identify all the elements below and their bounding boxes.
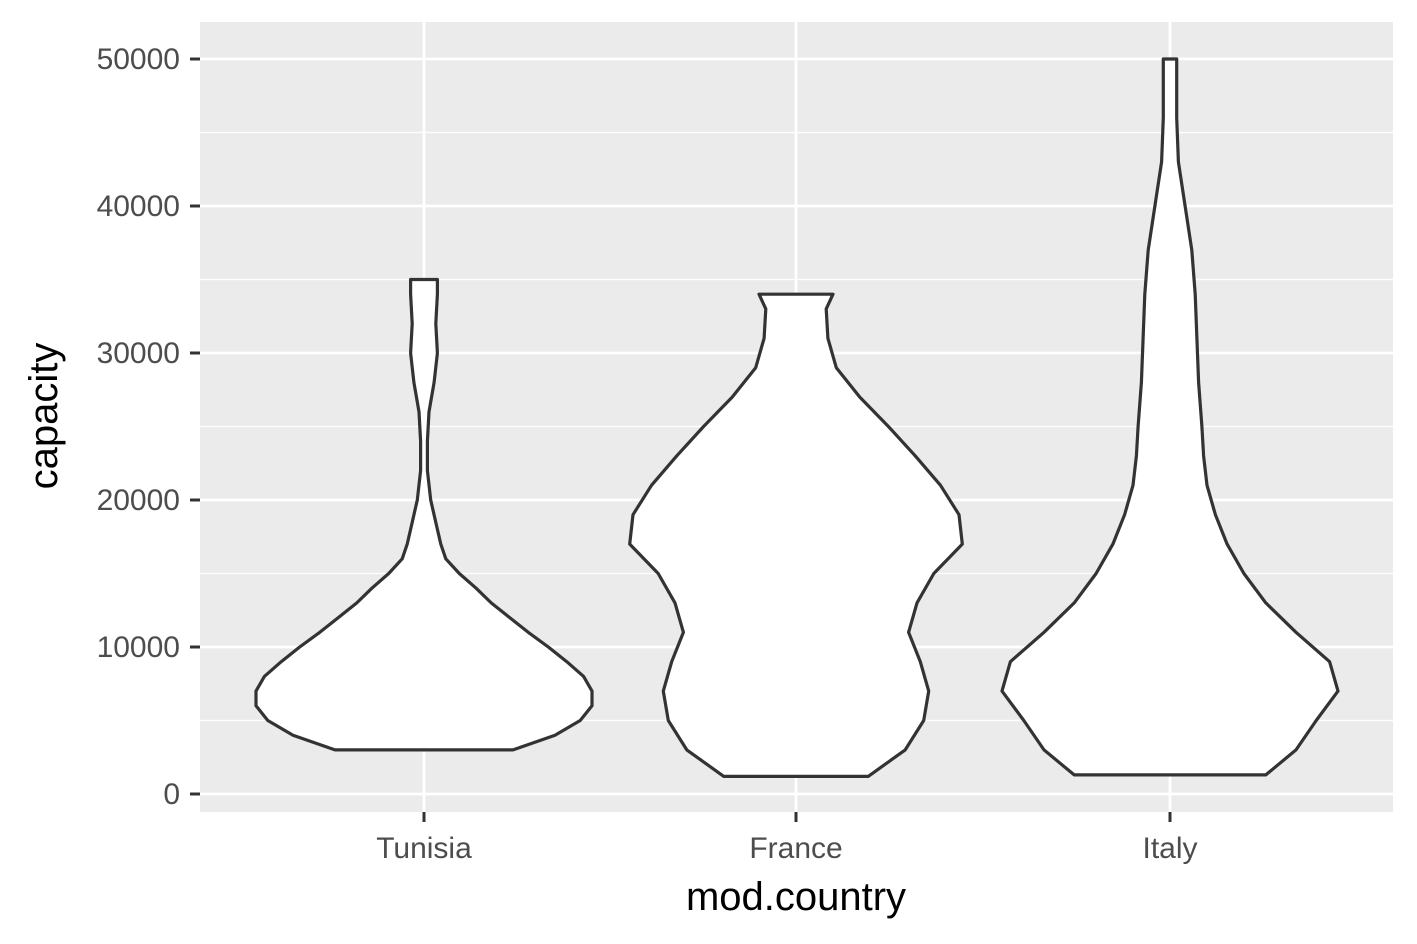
y-tick-label: 0 — [163, 778, 180, 811]
x-axis-title: mod.country — [686, 875, 906, 919]
x-tick-label: France — [749, 832, 842, 865]
violin-france — [628, 292, 964, 778]
y-tick-label: 10000 — [97, 631, 180, 664]
violins — [254, 57, 1340, 778]
x-tick-label: Tunisia — [376, 832, 472, 865]
violin-tunisia — [254, 277, 594, 752]
violin-italy — [1000, 57, 1340, 777]
y-axis-title: capacity — [22, 343, 66, 490]
y-tick-label: 20000 — [97, 484, 180, 517]
x-tick-label: Italy — [1142, 832, 1197, 865]
axes: 0 10000 20000 30000 40000 50000 Tunisia France I… — [97, 43, 1198, 865]
y-tick-label: 30000 — [97, 337, 180, 370]
y-tick-label: 50000 — [97, 43, 180, 76]
y-tick-label: 40000 — [97, 190, 180, 223]
